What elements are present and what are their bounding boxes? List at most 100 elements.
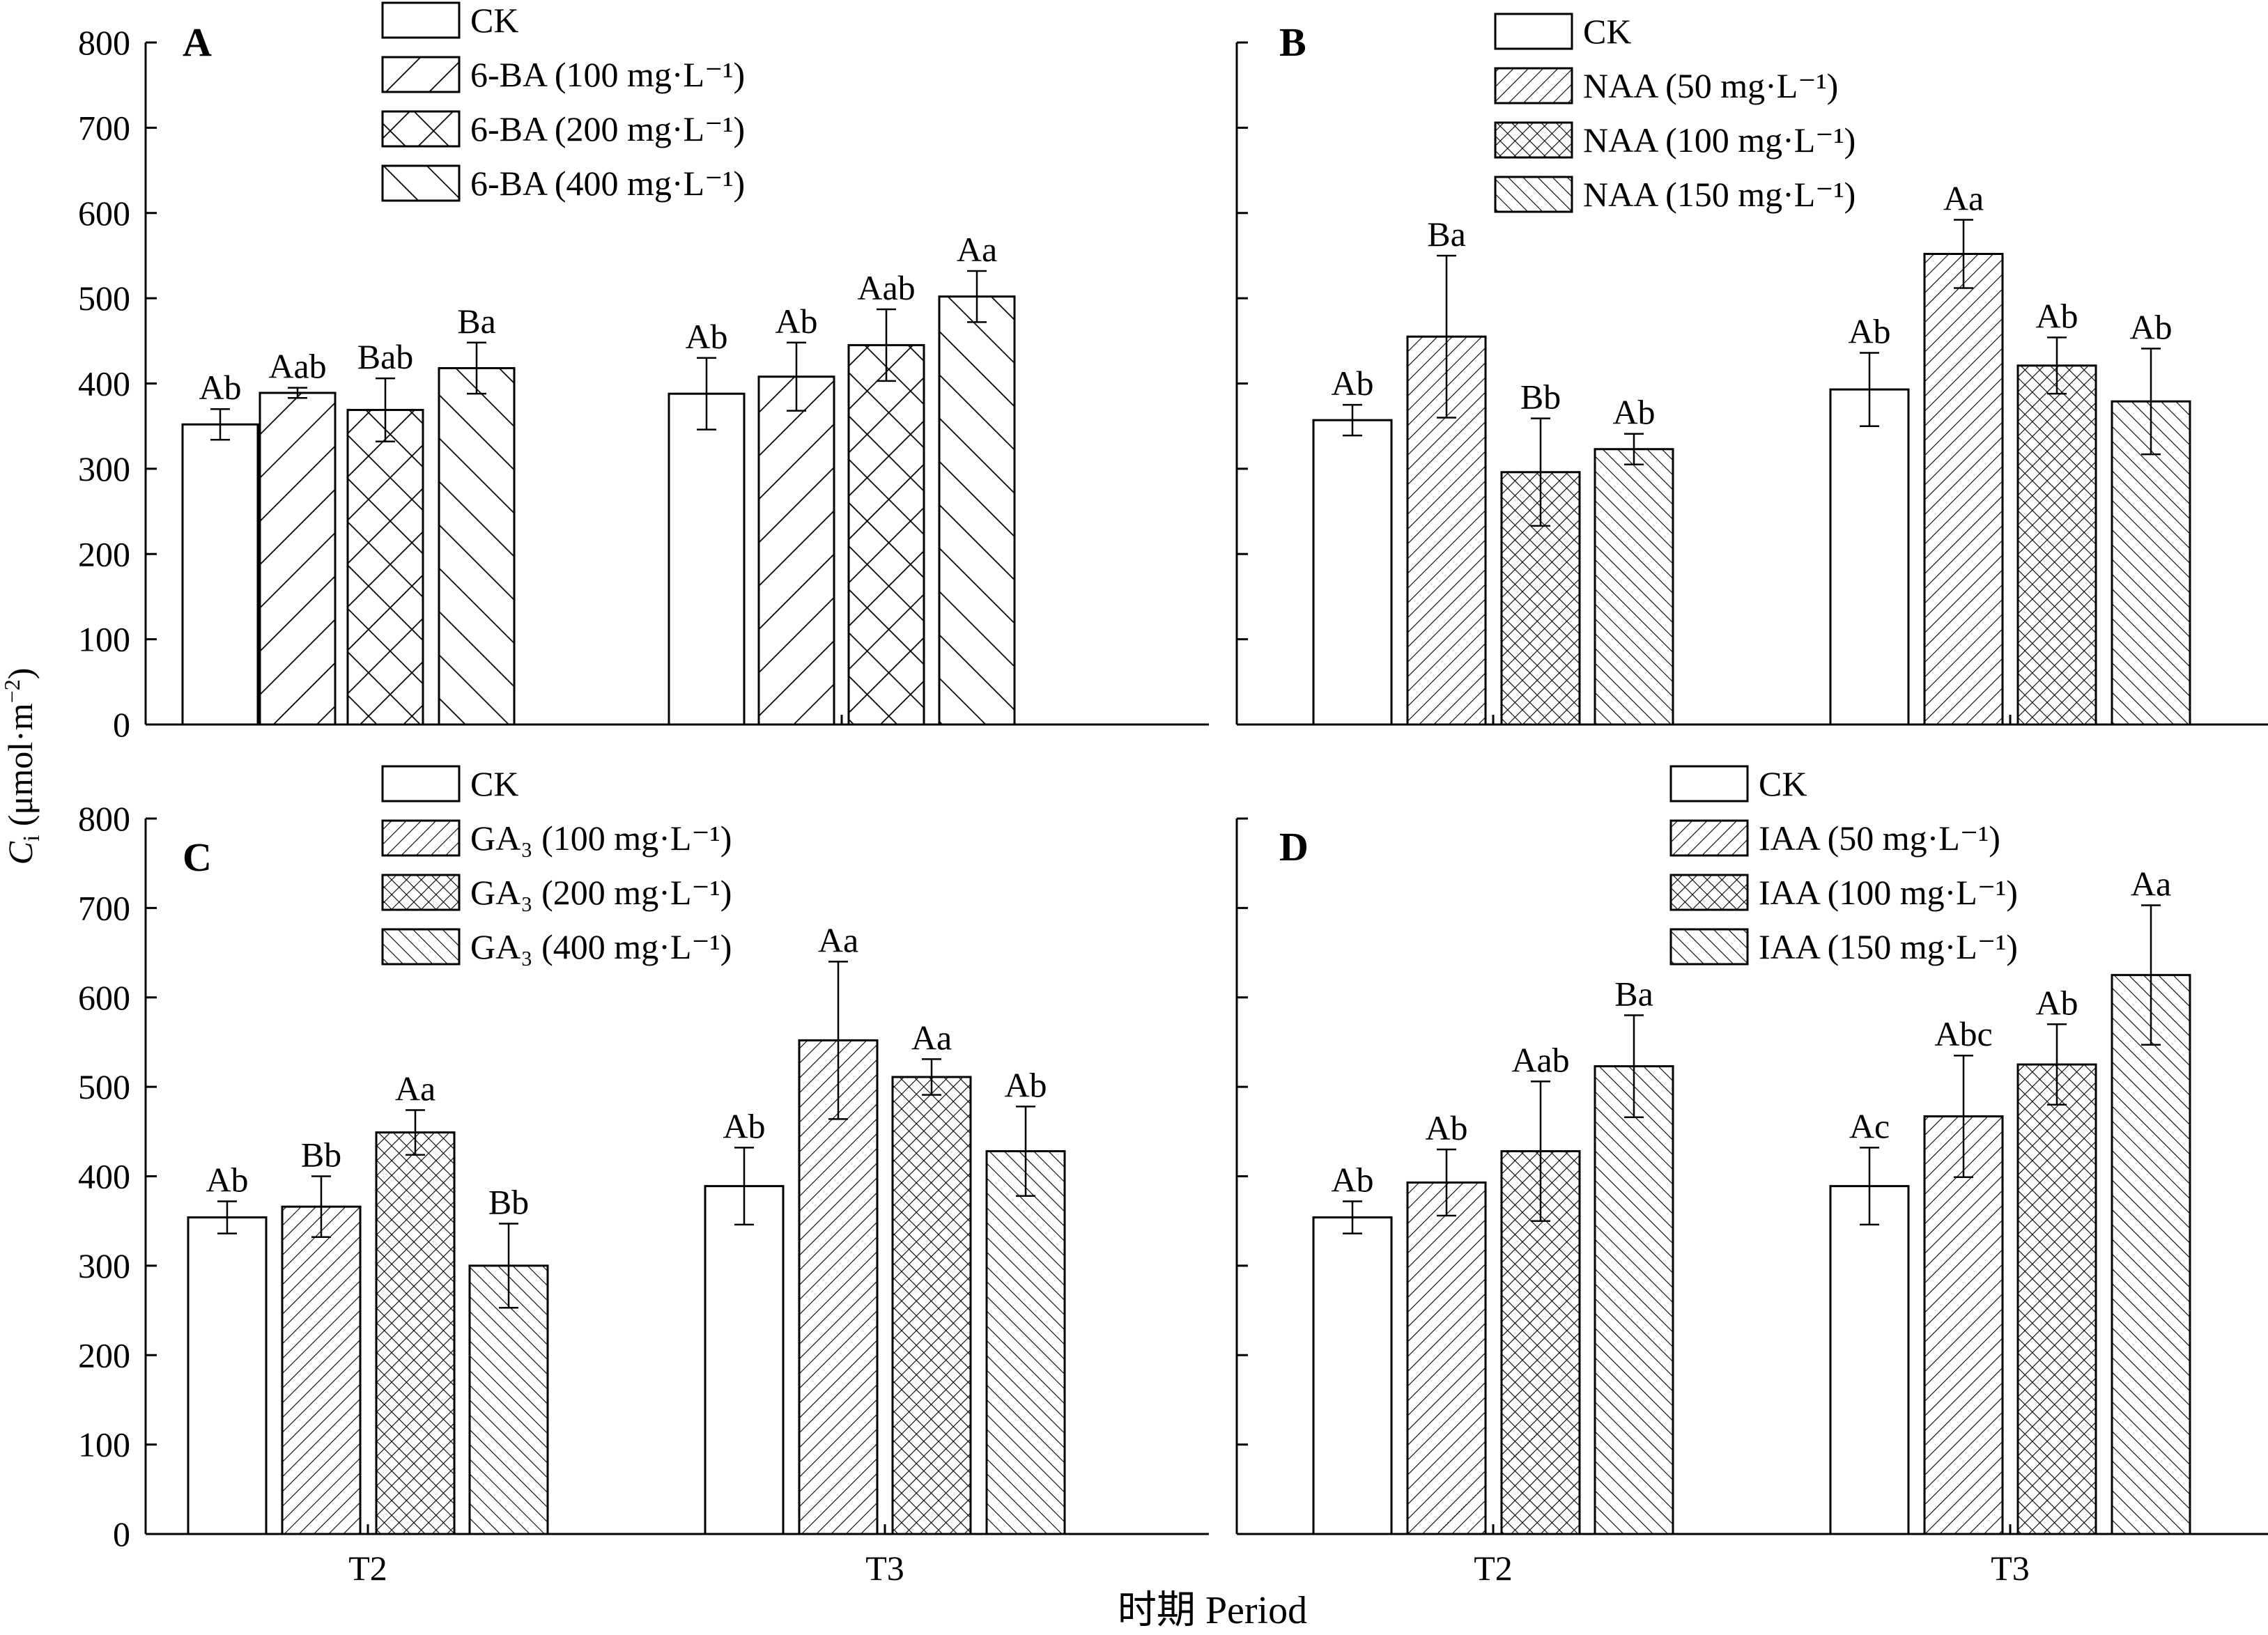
panel-b: Ab Ab Ba Aa Bb Ab Ab Ab CK NAA (50 mg·L⁻¹) NAA (10… [1235, 12, 2268, 726]
y-axis-title: Ci (μmol·m−2) [0, 668, 45, 865]
y-tick-label: 700 [78, 888, 130, 927]
significance-label: Ab [199, 368, 241, 407]
significance-label: Aa [1943, 179, 1984, 218]
significance-label: Aa [2131, 865, 2171, 904]
significance-label: Ab [1425, 1108, 1467, 1147]
legend-swatch [1669, 819, 1749, 857]
significance-label: Aa [818, 920, 858, 959]
bar [2016, 1063, 2097, 1535]
bar [668, 392, 746, 726]
y-tick-label: 800 [78, 23, 130, 62]
bar [1594, 448, 1674, 726]
y-tick-label: 400 [78, 364, 130, 403]
legend-label: IAA (150 mg·L⁻¹) [1759, 927, 2018, 966]
legend-label: GA₃ (200 mg·L⁻¹) [470, 873, 732, 912]
legend-swatch [381, 164, 461, 202]
y-tick-label: 500 [78, 1067, 130, 1106]
significance-label: Ba [1427, 215, 1466, 254]
significance-label: Ab [775, 302, 817, 341]
legend-swatch [381, 819, 461, 857]
legend-swatch [1669, 928, 1749, 966]
significance-label: Ab [723, 1106, 765, 1145]
legend-swatch [381, 56, 461, 93]
bar [704, 1185, 785, 1535]
significance-label: Ab [685, 317, 727, 356]
y-tick-label: 500 [78, 279, 130, 318]
legend-label: NAA (100 mg·L⁻¹) [1583, 121, 1856, 160]
legend-label: 6-BA (100 mg·L⁻¹) [470, 55, 745, 94]
significance-label: Bab [357, 337, 414, 376]
significance-label: Aa [957, 230, 997, 269]
panel-label: B [1279, 20, 1306, 65]
x-tick-label: T2 [348, 1549, 387, 1588]
significance-label: Aa [395, 1069, 435, 1108]
legend-label: NAA (150 mg·L⁻¹) [1583, 175, 1856, 214]
legend-label: 6-BA (400 mg·L⁻¹) [470, 164, 745, 203]
legend-swatch [381, 1, 461, 39]
panel-a: 0 100 200 300 400 500 600 700 800 Ab Ab Aab Ab Bab Aab… [78, 1, 1209, 744]
legend-swatch [381, 765, 461, 803]
legend-swatch [381, 928, 461, 966]
y-tick-label: 0 [113, 1514, 130, 1553]
legend-label: CK [1583, 12, 1631, 51]
significance-label: Ab [206, 1160, 248, 1199]
significance-label: Ab [1612, 393, 1655, 432]
y-tick-label: 400 [78, 1157, 130, 1196]
bar [468, 1264, 549, 1535]
bar [757, 375, 835, 726]
legend-label: IAA (50 mg·L⁻¹) [1759, 819, 2000, 858]
y-tick-label: 200 [78, 534, 130, 573]
x-tick-label: T3 [1991, 1549, 2030, 1588]
bar [281, 1205, 362, 1535]
legend-swatch [381, 110, 461, 148]
panel-d: T2 T3 Ab Ac Ab Abc Aab Ab Ba Aa CK IAA (50 mg·L⁻¹) I… [1235, 764, 2268, 1588]
significance-label: Ac [1849, 1106, 1890, 1145]
panel-label: C [183, 835, 212, 880]
y-tick-label: 100 [78, 620, 130, 659]
y-tick-label: 300 [78, 1246, 130, 1285]
bar [438, 366, 516, 726]
legend-label: NAA (50 mg·L⁻¹) [1583, 66, 1838, 105]
bar [1829, 1185, 1910, 1535]
legend-label: CK [1759, 764, 1807, 803]
legend-label: IAA (100 mg·L⁻¹) [1759, 873, 2018, 912]
significance-label: Ba [1614, 974, 1653, 1013]
panel-label: A [183, 20, 212, 65]
bar [1923, 252, 2004, 726]
legend-label: GA₃ (100 mg·L⁻¹) [470, 819, 732, 858]
significance-label: Ab [2035, 296, 2078, 335]
legend-swatch [1669, 874, 1749, 911]
bar [259, 392, 337, 726]
legend-label: CK [470, 1, 518, 40]
significance-label: Abc [1934, 1014, 1992, 1053]
significance-label: Ab [2035, 983, 2078, 1022]
bar [1312, 419, 1393, 726]
legend-label: CK [470, 764, 518, 803]
y-tick-label: 800 [78, 799, 130, 838]
y-tick-label: 0 [113, 705, 130, 744]
significance-label: Bb [488, 1183, 529, 1222]
significance-label: Ba [457, 302, 496, 341]
significance-label: Ab [2129, 307, 2172, 346]
y-tick-label: 300 [78, 449, 130, 488]
legend-label: 6-BA (200 mg·L⁻¹) [470, 109, 745, 148]
legend-swatch [1494, 67, 1573, 104]
bar [1829, 388, 1910, 726]
y-tick-label: 600 [78, 194, 130, 233]
bar [2111, 974, 2191, 1535]
significance-label: Ab [1331, 364, 1373, 403]
bar [798, 1039, 879, 1535]
bar [891, 1076, 972, 1535]
x-axis-title: 时期 Period [1118, 1589, 1307, 1632]
y-tick-label: 700 [78, 108, 130, 147]
significance-label: Aa [911, 1018, 952, 1057]
legend-swatch [381, 874, 461, 911]
significance-label: Aab [1511, 1040, 1569, 1079]
x-tick-label: T2 [1474, 1549, 1513, 1588]
bar [346, 408, 424, 726]
significance-label: Aab [268, 347, 326, 386]
legend-swatch [1669, 765, 1749, 803]
legend-swatch [1494, 13, 1573, 50]
bar [847, 343, 925, 726]
